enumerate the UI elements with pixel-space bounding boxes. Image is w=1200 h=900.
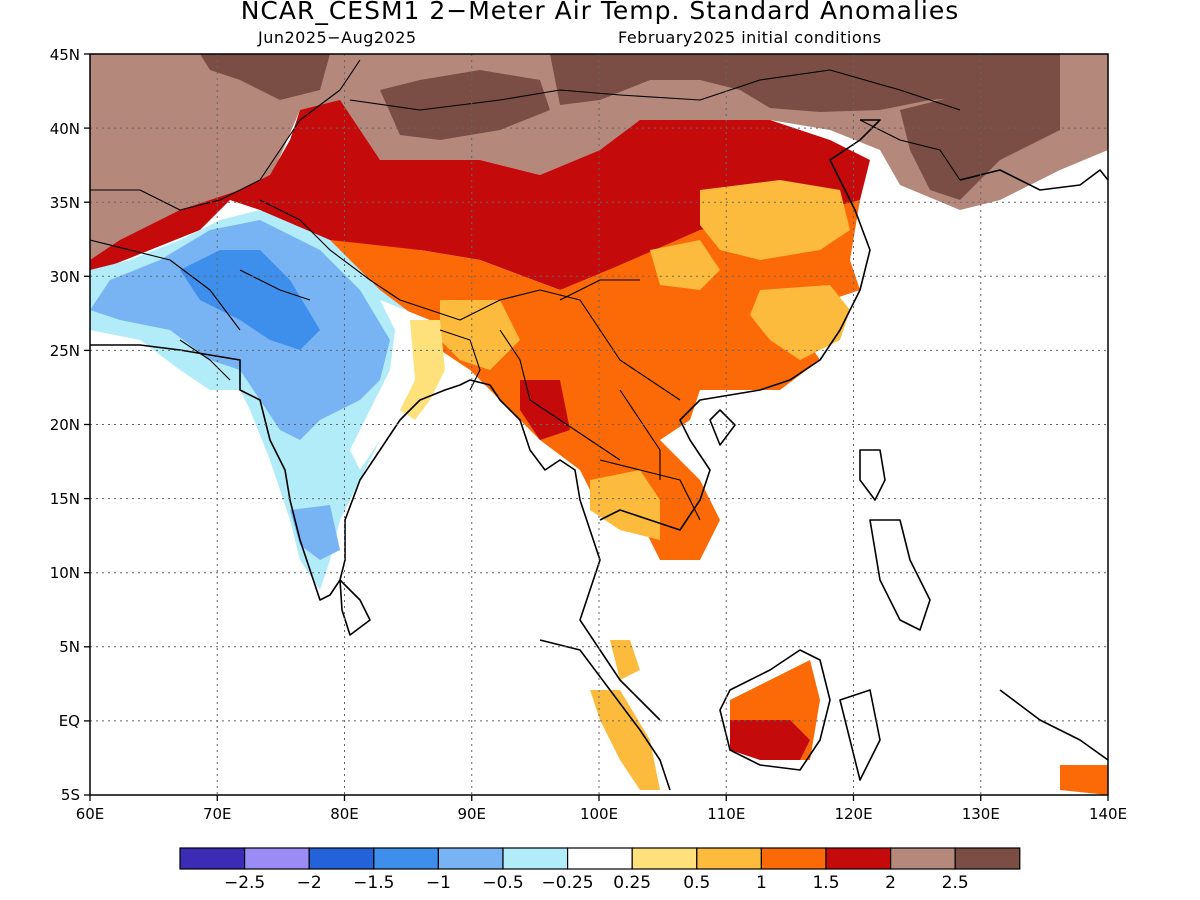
colorbar-label: 2.5 bbox=[942, 873, 969, 893]
strong-warm-region-central bbox=[380, 70, 550, 140]
tick-marks bbox=[84, 53, 1109, 801]
borneo-hot bbox=[730, 720, 810, 760]
colorbar-label: 0.25 bbox=[613, 873, 651, 893]
strong-warm-region-west bbox=[200, 54, 330, 100]
lat-label: 30N bbox=[50, 268, 80, 286]
longitude-labels: 60E 70E 80E 90E 100E 110E 120E 130E 140E bbox=[76, 805, 1127, 823]
colorbar-swatch bbox=[566, 847, 633, 870]
colorbar-swatch bbox=[760, 847, 827, 870]
initial-conditions: February2025 initial conditions bbox=[618, 28, 882, 47]
lon-label: 140E bbox=[1089, 805, 1127, 823]
lat-label: 5S bbox=[61, 786, 80, 804]
colorbar-swatch bbox=[244, 847, 310, 870]
colorbar-swatch bbox=[631, 847, 698, 870]
eastern-china-warm bbox=[700, 180, 850, 260]
lat-label: 10N bbox=[50, 564, 80, 582]
map-plot-area bbox=[90, 54, 1108, 795]
bangladesh-warm bbox=[440, 300, 520, 370]
strong-warm-region-northeast bbox=[900, 70, 1060, 200]
colorbar-swatch bbox=[437, 847, 504, 870]
lat-label: 20N bbox=[50, 416, 80, 434]
lon-label: 80E bbox=[330, 805, 359, 823]
colorbar-swatch bbox=[179, 847, 246, 870]
colorbar-label: −0.5 bbox=[482, 873, 523, 893]
colorbar-swatch bbox=[954, 847, 1021, 870]
colorbar-legend: −2.5 −2 −1.5 −1 −0.5 −0.25 0.25 0.5 1 1.5 2 2.5 bbox=[179, 847, 1021, 893]
colorbar-swatch bbox=[308, 847, 375, 870]
new-guinea-warm bbox=[1060, 765, 1108, 795]
east-india-light-warm bbox=[400, 320, 445, 420]
colorbar-swatch bbox=[825, 847, 892, 870]
colorbar-label: −0.25 bbox=[542, 873, 594, 893]
lon-label: 70E bbox=[203, 805, 232, 823]
colorbar-swatch bbox=[373, 847, 439, 870]
lat-label: 35N bbox=[50, 194, 80, 212]
lat-label: 5N bbox=[59, 638, 80, 656]
graticule bbox=[90, 54, 1108, 795]
lon-label: 110E bbox=[707, 805, 745, 823]
lat-label: 25N bbox=[50, 342, 80, 360]
colorbar-swatch bbox=[889, 847, 956, 870]
colorbar-label: 1 bbox=[756, 873, 767, 893]
strong-warm-region-mongolia bbox=[550, 54, 1060, 112]
colorbar-label: 0.5 bbox=[683, 873, 710, 893]
indochina-warm bbox=[590, 470, 660, 540]
lon-label: 120E bbox=[834, 805, 872, 823]
forecast-period: Jun2025−Aug2025 bbox=[258, 28, 417, 47]
lon-label: 130E bbox=[962, 805, 1000, 823]
lon-label: 90E bbox=[457, 805, 486, 823]
latitude-labels: 45N 40N 35N 30N 25N 20N 15N 10N 5N EQ 5S bbox=[50, 46, 80, 804]
lon-label: 60E bbox=[76, 805, 105, 823]
colorbar-label: 2 bbox=[885, 873, 896, 893]
colorbar-label: −1 bbox=[426, 873, 451, 893]
map-title: NCAR_CESM1 2−Meter Air Temp. Standard An… bbox=[240, 0, 960, 25]
lat-label: 45N bbox=[50, 46, 80, 64]
colorbar-label: 1.5 bbox=[812, 873, 839, 893]
coastlines bbox=[90, 119, 1108, 795]
colorbar-label: −2 bbox=[297, 873, 322, 893]
malaysia-warm bbox=[610, 640, 640, 680]
sumatra-warm bbox=[590, 690, 660, 790]
colorbar-label: −2.5 bbox=[224, 873, 265, 893]
lat-label: 15N bbox=[50, 490, 80, 508]
southern-china-warm bbox=[750, 285, 850, 360]
lat-label: EQ bbox=[59, 712, 80, 730]
india-strong-cool bbox=[180, 250, 320, 350]
central-china-warm bbox=[650, 240, 720, 290]
country-borders bbox=[90, 59, 961, 521]
lat-label: 40N bbox=[50, 120, 80, 138]
colorbar-label: −1.5 bbox=[353, 873, 394, 893]
colorbar-swatch bbox=[502, 847, 569, 870]
lon-label: 100E bbox=[580, 805, 618, 823]
colorbar-swatch bbox=[696, 847, 762, 870]
anomaly-1_5-region bbox=[330, 200, 860, 560]
